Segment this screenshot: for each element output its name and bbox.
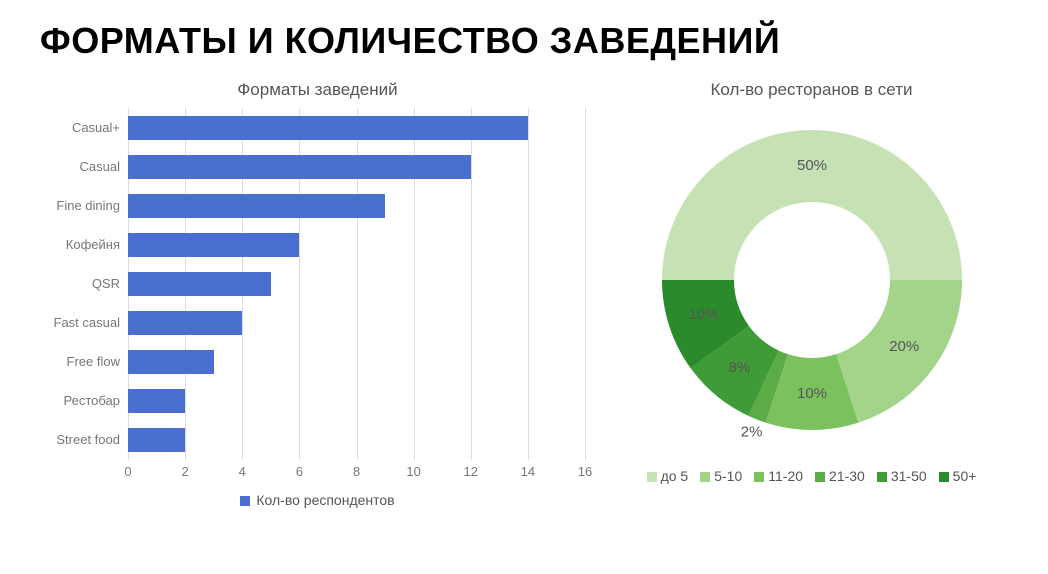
bar-row: Casual: [128, 155, 585, 179]
bar-legend-label: Кол-во респондентов: [256, 492, 394, 508]
bar-fill: [128, 272, 271, 296]
donut-legend-label: 50+: [953, 468, 977, 484]
donut-legend-swatch: [647, 472, 657, 482]
bar-category-label: Fine dining: [46, 194, 128, 218]
bar-fill: [128, 428, 185, 452]
bar-xtick-label: 14: [521, 464, 535, 479]
bar-row: Fine dining: [128, 194, 585, 218]
bar-row: QSR: [128, 272, 585, 296]
bar-chart-title: Форматы заведений: [40, 80, 595, 100]
donut-chart-legend: до 5 5-10 11-20 21-30 31-50 50+: [595, 468, 1028, 484]
donut-legend-item: 31-50: [877, 468, 927, 484]
bar-category-label: Casual+: [46, 116, 128, 140]
bar-chart-legend: Кол-во респондентов: [40, 492, 595, 508]
bar-row: Кофейня: [128, 233, 585, 257]
donut-legend-swatch: [877, 472, 887, 482]
bar-xtick-label: 6: [296, 464, 303, 479]
bar-gridline: [585, 108, 586, 460]
donut-legend-label: 31-50: [891, 468, 927, 484]
bar-xtick-label: 2: [182, 464, 189, 479]
donut-svg: 50% 20% 10% 2% 8% 10%: [642, 110, 982, 450]
bar-xtick-label: 4: [239, 464, 246, 479]
bar-chart-xlabels: 0246810121416: [128, 464, 585, 480]
bar-category-label: Free flow: [46, 350, 128, 374]
donut-chart-panel: Кол-во ресторанов в сети 50% 20% 10% 2% 8% 10…: [595, 80, 1028, 564]
bar-row: Street food: [128, 428, 585, 452]
bar-chart-rows: Casual+ Casual Fine dining Кофейня QSR Fast c…: [128, 108, 585, 460]
bar-category-label: QSR: [46, 272, 128, 296]
donut-slice-label: 10%: [796, 385, 826, 402]
donut-legend-label: до 5: [661, 468, 689, 484]
bar-category-label: Street food: [46, 428, 128, 452]
bar-fill: [128, 311, 242, 335]
donut-legend-label: 21-30: [829, 468, 865, 484]
bar-row: Fast casual: [128, 311, 585, 335]
bar-xtick-label: 8: [353, 464, 360, 479]
page-title: ФОРМАТЫ И КОЛИЧЕСТВО ЗАВЕДЕНИЙ: [40, 20, 780, 62]
donut-legend-item: 50+: [939, 468, 977, 484]
bar-row: Рестобар: [128, 389, 585, 413]
donut-legend-item: 21-30: [815, 468, 865, 484]
donut-legend-swatch: [815, 472, 825, 482]
bar-fill: [128, 233, 299, 257]
donut-chart-title: Кол-во ресторанов в сети: [595, 80, 1028, 100]
bar-category-label: Casual: [46, 155, 128, 179]
bar-xtick-label: 12: [464, 464, 478, 479]
donut-slice-label: 2%: [740, 423, 762, 440]
bar-fill: [128, 155, 471, 179]
bar-chart-panel: Форматы заведений Casual+CasualFine dini…: [40, 80, 595, 564]
bar-xtick-label: 16: [578, 464, 592, 479]
bar-fill: [128, 389, 185, 413]
bar-xtick-label: 10: [406, 464, 420, 479]
donut-legend-swatch: [939, 472, 949, 482]
donut-slice: [662, 130, 962, 280]
donut-legend-item: 11-20: [754, 468, 803, 484]
donut-slice-label: 10%: [688, 306, 718, 323]
donut-legend-label: 5-10: [714, 468, 742, 484]
bar-xtick-label: 0: [124, 464, 131, 479]
bar-category-label: Fast casual: [46, 311, 128, 335]
donut-legend-item: до 5: [647, 468, 689, 484]
bar-fill: [128, 194, 385, 218]
bar-fill: [128, 350, 214, 374]
donut-legend-swatch: [754, 472, 764, 482]
bar-row: Free flow: [128, 350, 585, 374]
donut-legend-swatch: [700, 472, 710, 482]
bar-fill: [128, 116, 528, 140]
bar-legend-swatch: [240, 496, 250, 506]
charts-row: Форматы заведений Casual+CasualFine dini…: [40, 80, 1028, 564]
bar-category-label: Кофейня: [46, 233, 128, 257]
bar-chart: Casual+ Casual Fine dining Кофейня QSR Fast c…: [128, 108, 585, 488]
donut-slice-label: 20%: [889, 338, 919, 355]
donut-legend-label: 11-20: [768, 468, 803, 484]
donut-slice-label: 8%: [728, 359, 750, 376]
donut-legend-item: 5-10: [700, 468, 742, 484]
donut-chart: 50% 20% 10% 2% 8% 10%: [642, 110, 982, 450]
donut-slice-label: 50%: [796, 157, 826, 174]
bar-row: Casual+: [128, 116, 585, 140]
bar-category-label: Рестобар: [46, 389, 128, 413]
